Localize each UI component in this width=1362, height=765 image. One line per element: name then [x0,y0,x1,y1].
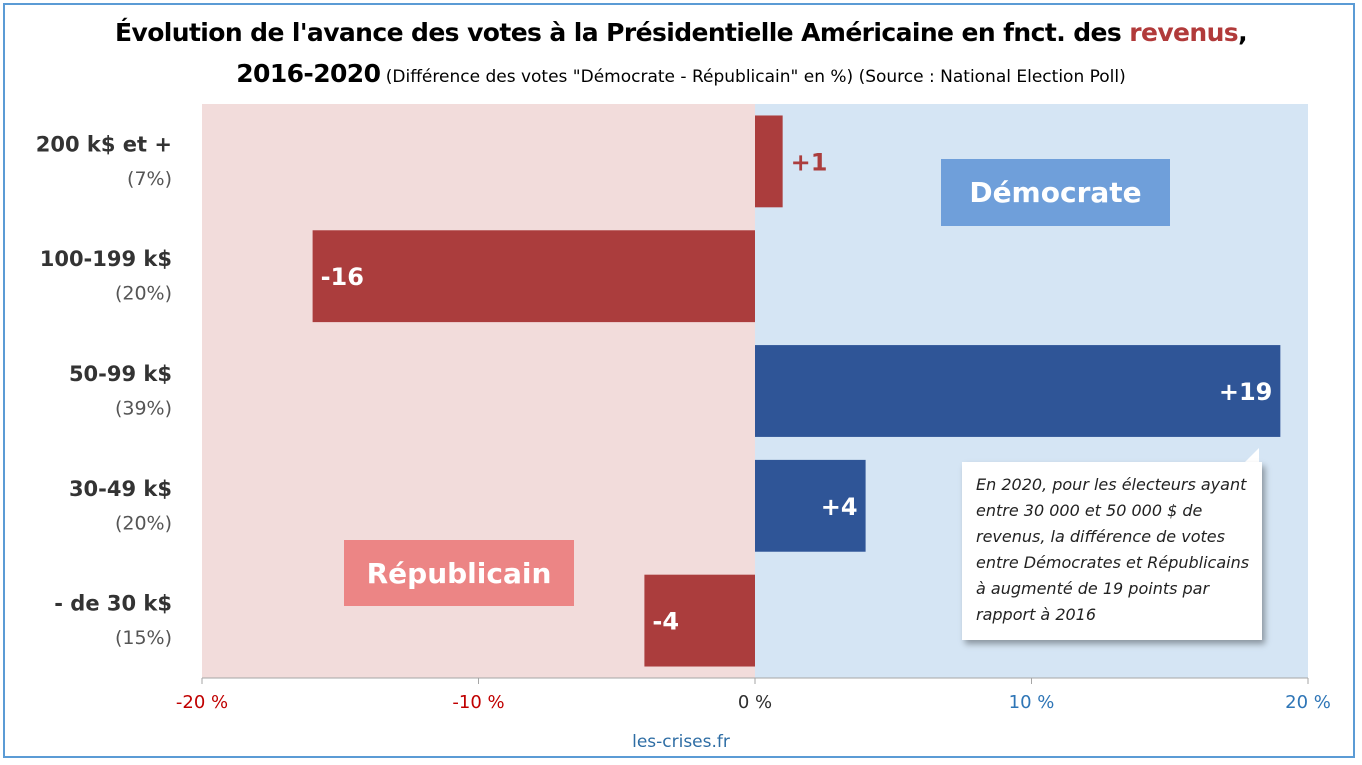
x-tick-label: 10 % [1009,692,1055,713]
title-end: , [1238,18,1248,47]
category-share: (7%) [127,168,172,190]
bar-2 [755,345,1281,437]
chart-subtitle: 2016-2020 (Différence des votes "Démocra… [0,59,1362,88]
category-label: 200 k$ et + [36,132,172,156]
category-label: 30-49 k$ [69,477,172,501]
chart-frame [3,3,1355,758]
callout-tail [1245,448,1259,462]
category-share: (39%) [115,398,172,420]
category-label: 50-99 k$ [69,362,172,386]
bar-value-label: +19 [1219,378,1273,406]
bar-value-label: -4 [652,608,679,636]
x-tick-label: -20 % [176,692,228,713]
bar-value-label: +1 [791,148,828,176]
callout-note: En 2020, pour les électeurs ayant entre … [962,462,1262,640]
bar-0 [755,115,783,208]
democrat-label: Démocrate [941,159,1170,226]
category-share: (20%) [115,283,172,305]
bar-value-label: -16 [321,263,364,291]
x-tick-label: 0 % [738,692,772,713]
source-credit: les-crises.fr [632,732,730,752]
title-highlight: revenus [1129,18,1239,47]
bar-1 [312,230,755,323]
x-tick-label: 20 % [1285,692,1331,713]
republican-label: Républicain [344,540,574,606]
bar-value-label: +4 [821,493,858,521]
category-label: - de 30 k$ [54,592,172,616]
category-label: 100-199 k$ [40,247,172,271]
category-share: (15%) [115,627,172,649]
x-tick-label: -10 % [452,692,504,713]
title-main: Évolution de l'avance des votes à la Pré… [115,18,1130,47]
chart-title: Évolution de l'avance des votes à la Pré… [0,18,1362,47]
category-share: (20%) [115,512,172,534]
bar-3 [755,459,866,552]
subtitle-description: (Différence des votes "Démocrate - Répub… [380,67,1126,87]
bar-4 [644,574,755,667]
subtitle-years: 2016-2020 [236,59,381,88]
